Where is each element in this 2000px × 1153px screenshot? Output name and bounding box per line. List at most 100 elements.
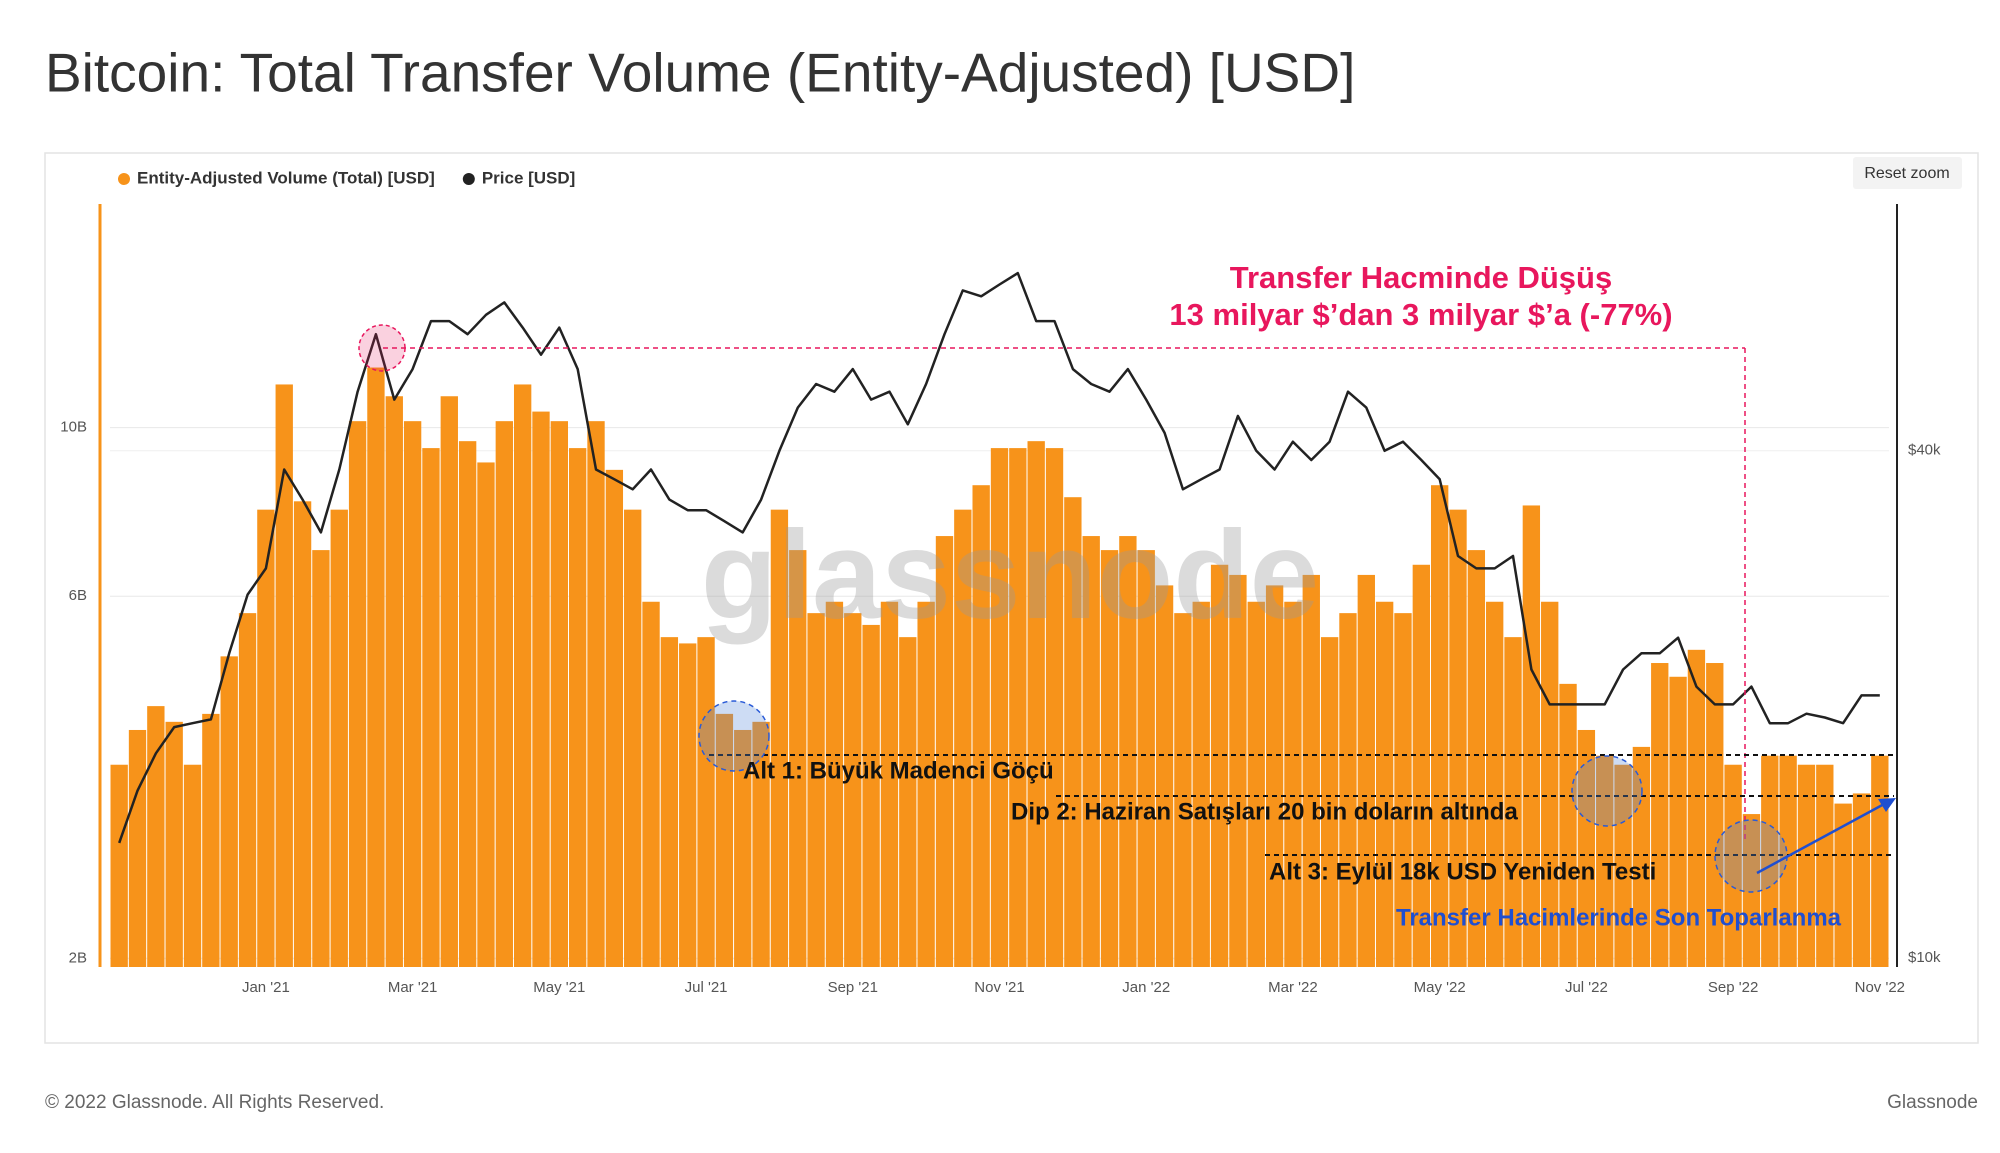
reset-zoom-button[interactable] <box>1853 157 1962 189</box>
bar <box>1614 764 1632 967</box>
bar <box>330 509 348 967</box>
bar <box>770 509 789 967</box>
bar <box>532 411 550 967</box>
annotation-circle <box>358 324 406 372</box>
bar <box>734 729 752 967</box>
bar <box>917 601 935 967</box>
legend-marker <box>462 173 475 185</box>
bar <box>495 421 513 968</box>
y-tick-label: 2B <box>69 950 87 967</box>
bar <box>899 637 917 967</box>
bar <box>220 656 238 967</box>
bar <box>1247 601 1265 967</box>
bar <box>293 501 312 967</box>
bar <box>1412 564 1430 967</box>
bar <box>1302 574 1320 967</box>
x-tick-label: Nov '22 <box>1855 979 1905 996</box>
bar <box>1504 637 1522 967</box>
bar <box>825 601 844 967</box>
bar <box>1137 550 1155 967</box>
bar <box>1687 649 1706 967</box>
annotation-text: Alt 3: Eylül 18k USD Yeniden Testi <box>1269 858 1656 885</box>
legend-label: Entity-Adjusted Volume (Total) [USD] <box>137 168 435 187</box>
bar <box>1430 485 1449 967</box>
x-tick-label: Jul '22 <box>1565 979 1608 996</box>
annotation-arrow <box>1756 801 1887 875</box>
annotation-circle <box>1714 819 1788 893</box>
bar <box>440 396 458 967</box>
bar <box>1449 509 1467 967</box>
bar <box>238 613 257 967</box>
bar <box>165 721 183 967</box>
bar <box>1064 497 1082 967</box>
bar <box>954 509 972 967</box>
legend-label: Price [USD] <box>482 168 576 187</box>
bar <box>1852 793 1871 967</box>
x-tick-label: Nov '21 <box>974 979 1024 996</box>
annotation-text: Transfer Hacimlerinde Son Toparlanma <box>1396 904 1842 931</box>
bar <box>679 643 697 967</box>
bar <box>312 550 330 967</box>
bar <box>1009 448 1027 967</box>
annotation-text: Alt 1: Büyük Madenci Göçü <box>743 757 1054 784</box>
x-tick-label: Sep '22 <box>1708 979 1758 996</box>
bar <box>990 448 1009 967</box>
bar <box>477 462 495 967</box>
bar <box>660 637 679 967</box>
bar <box>110 764 128 967</box>
bar <box>1834 803 1852 967</box>
legend-marker <box>118 173 130 185</box>
x-tick-label: May '22 <box>1414 979 1466 996</box>
bar <box>1174 613 1192 967</box>
copyright: © 2022 Glassnode. All Rights Reserved. <box>45 1092 384 1113</box>
annotation-circle <box>698 700 770 772</box>
bar <box>1742 814 1761 967</box>
bar <box>1265 585 1284 967</box>
price-line <box>118 271 1880 844</box>
bar <box>807 613 825 967</box>
reset-zoom-label[interactable]: Reset zoom <box>1864 165 1949 182</box>
bar <box>1339 613 1357 967</box>
bar <box>1082 536 1100 967</box>
bar <box>348 421 367 968</box>
bar <box>1541 601 1559 967</box>
bar <box>1706 663 1724 967</box>
bar <box>275 384 293 967</box>
bar <box>587 421 605 968</box>
annotations: Transfer Hacminde Düşüş 13 milyar $’dan … <box>358 260 1896 931</box>
bar <box>752 721 770 967</box>
bar <box>605 469 624 967</box>
bar <box>422 448 440 967</box>
bar <box>1119 536 1137 967</box>
annotation-text: Transfer Hacminde Düşüş <box>1230 260 1612 295</box>
bar <box>1284 601 1302 967</box>
bar <box>1522 505 1541 967</box>
bar <box>1779 755 1797 967</box>
x-tick-label: Jan '21 <box>242 979 290 996</box>
bar <box>1045 448 1064 967</box>
y2-tick-label: $10k <box>1908 949 1941 966</box>
bar <box>1669 676 1687 967</box>
bar <box>1027 441 1045 967</box>
annotation-text: Dip 2: Haziran Satışları 20 bin doların … <box>1011 798 1518 825</box>
bar <box>1210 564 1229 967</box>
bar <box>1320 637 1339 967</box>
bar <box>1394 613 1412 967</box>
bar <box>385 396 403 967</box>
bar <box>1486 601 1504 967</box>
bar <box>1816 764 1834 967</box>
bar <box>972 485 990 967</box>
bar <box>1596 755 1614 967</box>
bar <box>935 536 954 967</box>
chart-title: Bitcoin: Total Transfer Volume (Entity-A… <box>45 42 1355 104</box>
bar <box>697 637 715 967</box>
x-tick-label: Jul '21 <box>685 979 728 996</box>
y-tick-label: 10B <box>60 419 87 436</box>
bar <box>367 367 385 967</box>
bar <box>1155 585 1174 967</box>
plot-area: 2B 6B 10B $10k $40k Jan '21 Mar '21 May '21 Jul … <box>60 168 1941 995</box>
bar <box>844 613 862 967</box>
annotation-circle <box>1571 755 1643 827</box>
bar <box>1651 663 1669 967</box>
y-tick-label: 6B <box>69 587 87 604</box>
